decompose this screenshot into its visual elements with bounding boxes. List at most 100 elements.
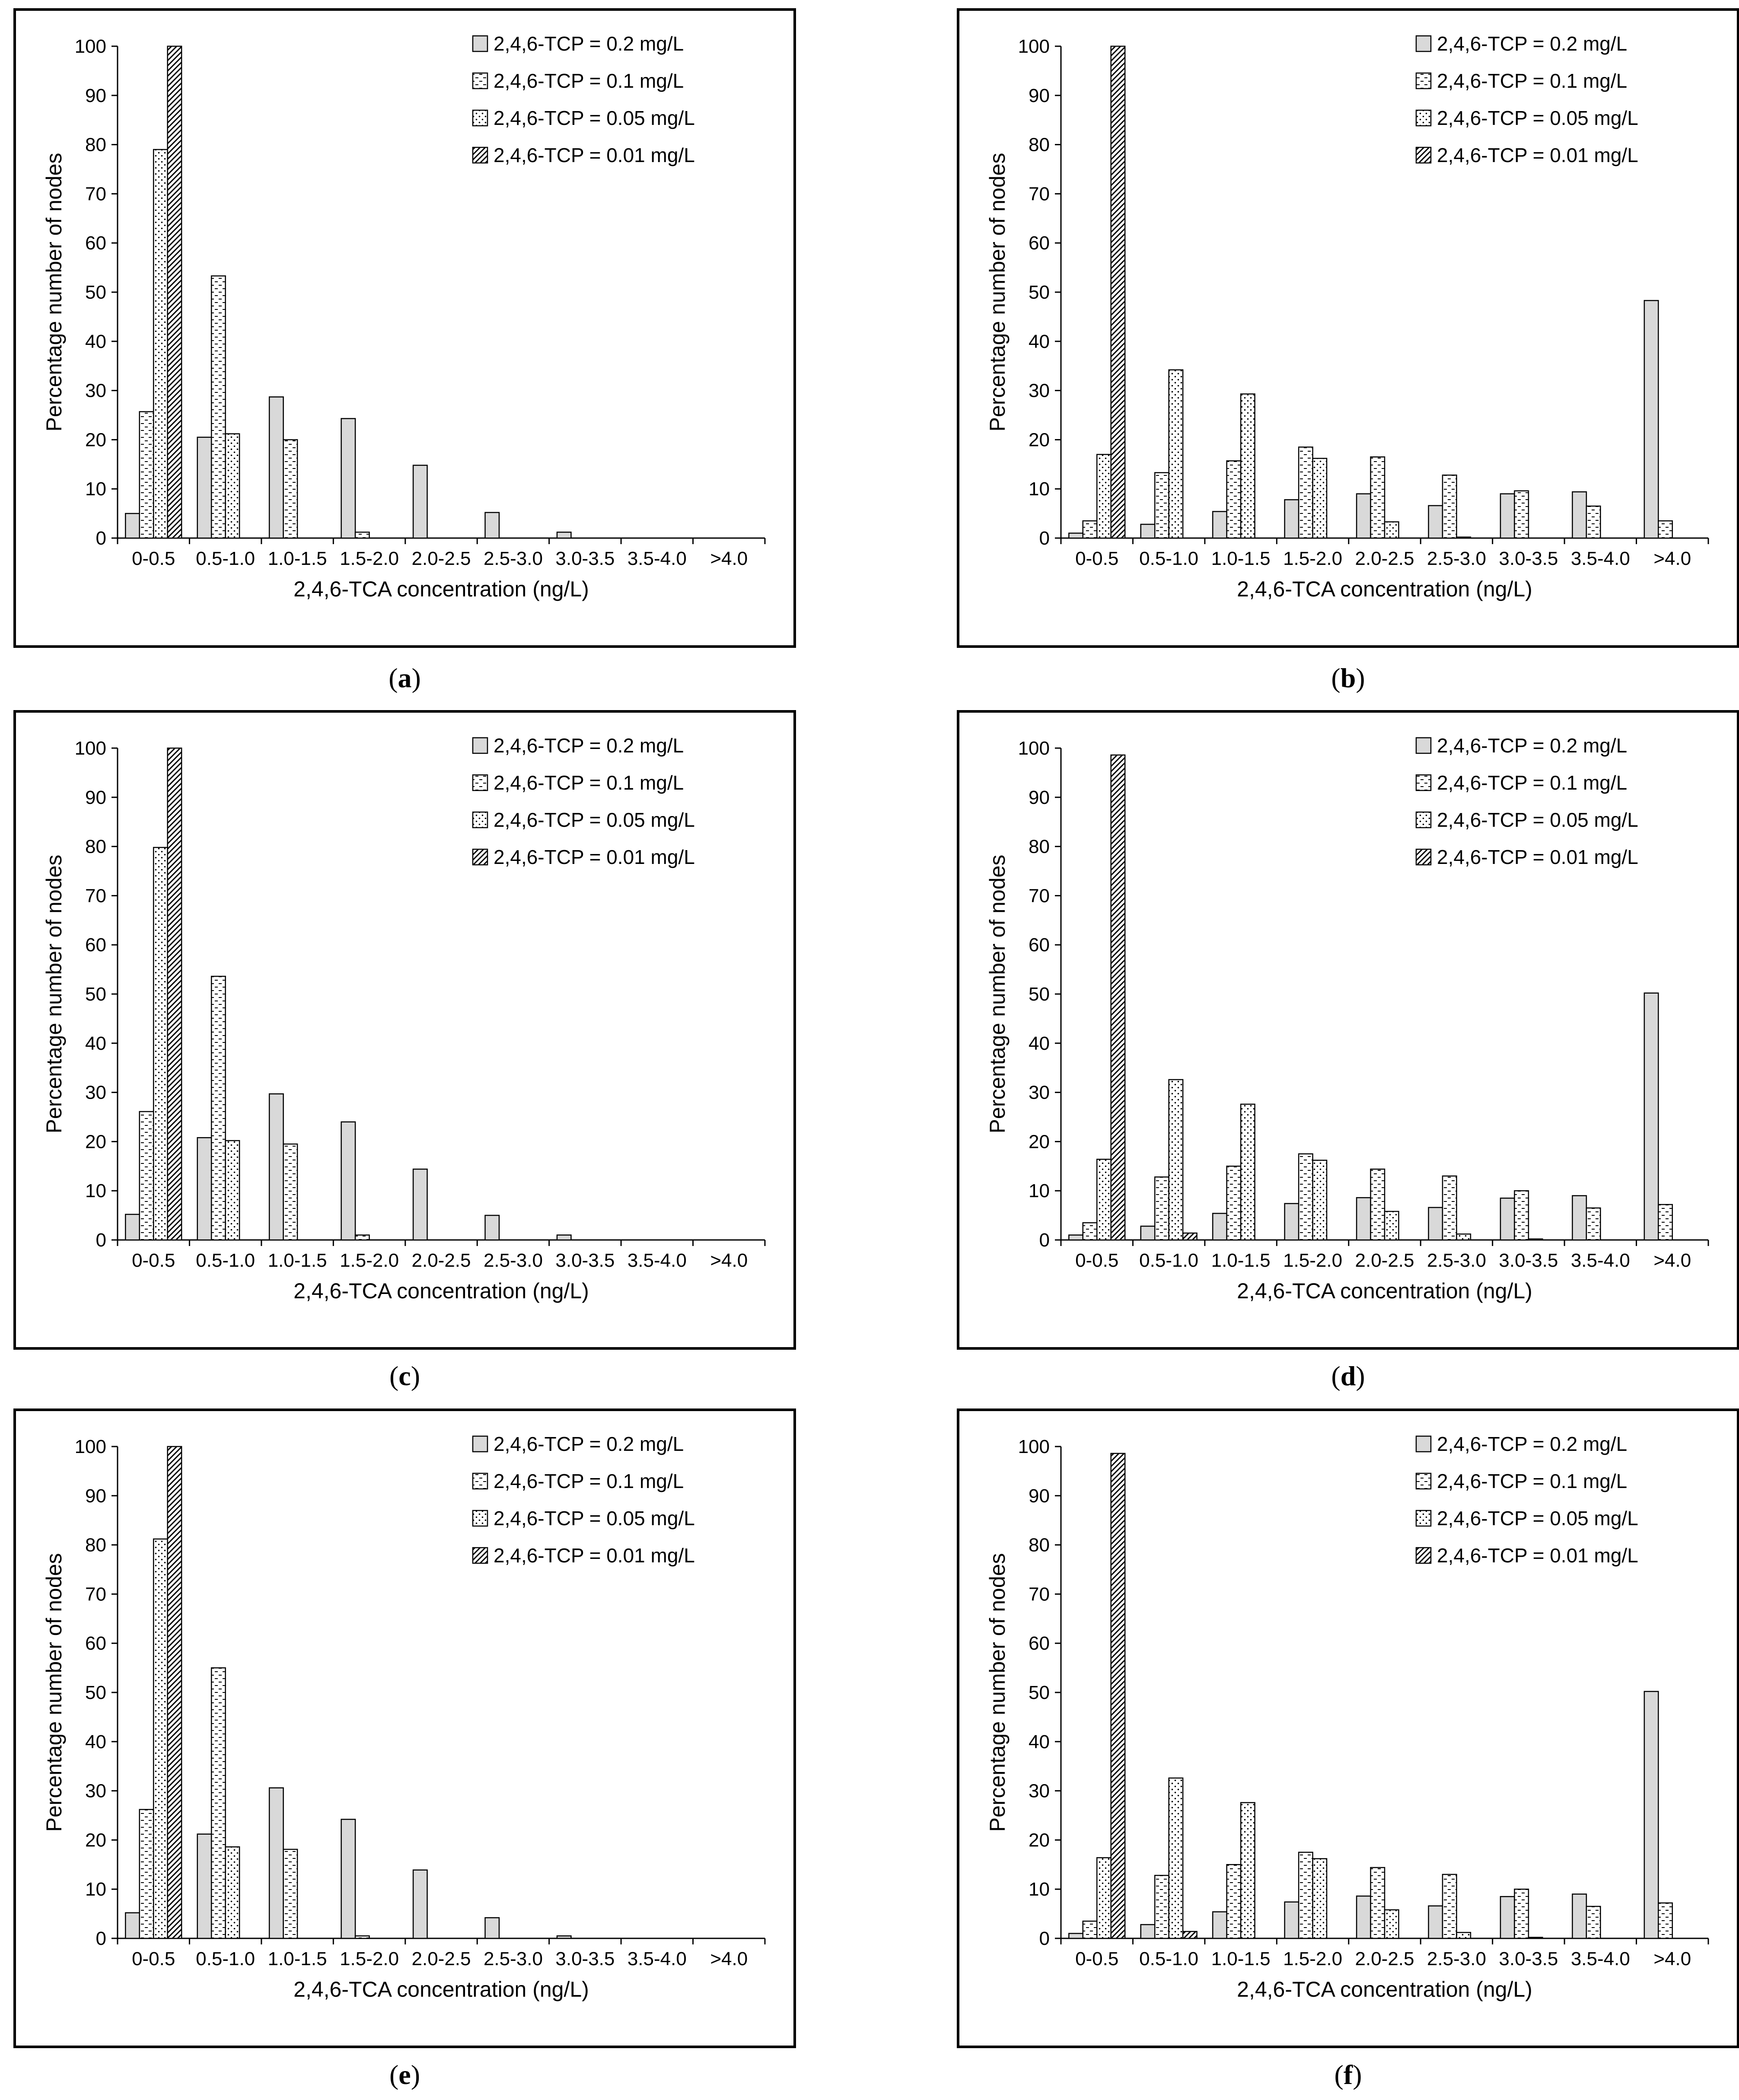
x-tick-label: >4.0 [710, 1948, 748, 1969]
x-tick-label: 0-0.5 [132, 548, 175, 569]
legend-label: 2,4,6-TCP = 0.05 mg/L [494, 809, 695, 831]
bar-f-s2-c7 [1514, 1888, 1529, 1939]
bar-d-s2-c1 [1082, 1222, 1098, 1241]
y-tick-label: 20 [1029, 429, 1050, 450]
bar-a-s4-c1 [167, 45, 182, 539]
bar-f-s1-c4 [1284, 1901, 1299, 1939]
bar-a-s2-c1 [139, 411, 154, 539]
bar-b-s2-c3 [1226, 460, 1242, 539]
y-tick-label: 80 [1029, 134, 1050, 156]
chart-panel-b: 0 10 20 30 40 50 60 70 80 90 100 0-0.5 0.5-1.0 1.0-1.… [957, 8, 1739, 648]
bar-f-s2-c5 [1370, 1867, 1385, 1939]
legend: 2,4,6-TCP = 0.2 mg/L 2,4,6-TCP = 0.1 mg/L… [472, 32, 695, 166]
y-tick-label: 30 [1029, 380, 1050, 402]
bar-f-s1-c5 [1356, 1895, 1371, 1939]
y-axis-title: Percentage number of nodes [42, 153, 66, 432]
legend-swatch [472, 1547, 488, 1564]
bar-d-s3-c2 [1168, 1079, 1184, 1241]
legend-label: 2,4,6-TCP = 0.2 mg/L [1437, 32, 1627, 55]
y-axis-title: Percentage number of nodes [42, 1553, 66, 1832]
legend-swatch [472, 35, 488, 52]
y-tick-label: 30 [1029, 1781, 1050, 1802]
y-tick-label: 60 [1029, 1633, 1050, 1654]
legend-swatch [1415, 774, 1432, 791]
chart-panel-e: 0 10 20 30 40 50 60 70 80 90 100 0-0.5 0.5-1.0 1.0-1.… [13, 1408, 796, 2048]
y-tick-label: 60 [85, 233, 106, 254]
bar-b-s3-c5 [1384, 521, 1399, 539]
panel-caption: (c) [389, 1361, 420, 1391]
chart-panel-a: 0 10 20 30 40 50 60 70 80 90 100 0-0.5 0.5-1.0 1.0-1.… [13, 8, 796, 648]
bar-d-s2-c2 [1154, 1176, 1169, 1241]
legend-swatch [472, 109, 488, 127]
bar-b-s2-c1 [1082, 520, 1098, 539]
x-tick-label: 3.0-3.5 [555, 1250, 615, 1271]
x-axis-title: 2,4,6-TCA concentration (ng/L) [1237, 1977, 1532, 2001]
x-tick-label: >4.0 [710, 1250, 748, 1271]
x-axis-title: 2,4,6-TCA concentration (ng/L) [293, 577, 589, 601]
x-tick-label: 0.5-1.0 [196, 1948, 255, 1969]
legend-swatch [1415, 811, 1432, 829]
legend-label: 2,4,6-TCP = 0.1 mg/L [494, 1470, 684, 1492]
x-tick-label: 1.0-1.5 [268, 1948, 327, 1969]
legend-swatch [1415, 109, 1432, 127]
y-tick-label: 40 [1029, 1731, 1050, 1753]
x-tick-label: 3.5-4.0 [627, 1948, 687, 1969]
y-tick-label: 100 [1018, 36, 1050, 57]
legend-label: 2,4,6-TCP = 0.1 mg/L [494, 771, 684, 794]
x-tick-label: 3.5-4.0 [1571, 548, 1630, 569]
bar-a-s1-c4 [341, 418, 356, 539]
y-tick-label: 50 [85, 984, 106, 1005]
x-tick-label: >4.0 [1653, 548, 1691, 569]
y-tick-label: 10 [85, 1180, 106, 1201]
bar-d-s2-c4 [1298, 1153, 1313, 1241]
y-tick-label: 0 [1039, 1230, 1050, 1251]
x-tick-label: 3.0-3.5 [555, 1948, 615, 1969]
bar-b-s1-c4 [1284, 499, 1299, 539]
x-tick-label: 2.5-3.0 [1427, 1948, 1486, 1969]
x-tick-label: 0-0.5 [132, 1250, 175, 1271]
x-tick-label: 0-0.5 [1075, 1948, 1118, 1969]
bar-d-s2-c3 [1226, 1166, 1242, 1241]
x-tick-label: 0.5-1.0 [1139, 1250, 1198, 1271]
x-axis-title: 2,4,6-TCA concentration (ng/L) [293, 1279, 589, 1303]
x-tick-label: 0.5-1.0 [196, 548, 255, 569]
bar-c-s1-c5 [412, 1168, 428, 1241]
y-tick-label: 100 [75, 738, 106, 759]
y-tick-label: 0 [96, 1230, 106, 1251]
y-axis-title: Percentage number of nodes [985, 153, 1010, 432]
bar-f-s2-c6 [1442, 1874, 1457, 1939]
bar-b-s2-c7 [1514, 490, 1529, 539]
y-tick-label: 90 [1029, 85, 1050, 106]
legend-label: 2,4,6-TCP = 0.01 mg/L [494, 846, 695, 868]
y-tick-label: 50 [1029, 1682, 1050, 1703]
legend-swatch [472, 848, 488, 866]
legend-label: 2,4,6-TCP = 0.2 mg/L [1437, 734, 1627, 757]
bar-b-s1-c2 [1140, 523, 1156, 539]
y-tick-label: 0 [1039, 1928, 1050, 1949]
bar-d-s1-c3 [1212, 1213, 1227, 1241]
y-tick-label: 0 [96, 528, 106, 549]
bar-a-s1-c1 [125, 513, 140, 539]
x-axis-title: 2,4,6-TCA concentration (ng/L) [293, 1977, 589, 2001]
bar-e-s3-c1 [153, 1538, 168, 1939]
y-tick-label: 60 [85, 934, 106, 956]
legend-swatch [1415, 737, 1432, 754]
bar-a-s3-c2 [225, 433, 240, 539]
y-tick-label: 70 [1029, 1584, 1050, 1605]
bar-e-s2-c3 [283, 1848, 298, 1939]
bar-f-s2-c1 [1082, 1920, 1098, 1939]
x-tick-label: 2.5-3.0 [484, 1948, 543, 1969]
y-tick-label: 40 [85, 331, 106, 352]
legend-swatch [472, 1472, 488, 1490]
bar-d-s1-c7 [1500, 1198, 1515, 1241]
bar-d-s2-c8 [1586, 1207, 1601, 1241]
bar-f-s1-c9 [1643, 1691, 1659, 1939]
bar-c-s1-c7 [556, 1234, 572, 1241]
bar-a-s3-c1 [153, 149, 168, 539]
legend-label: 2,4,6-TCP = 0.01 mg/L [494, 1544, 695, 1567]
bar-d-s1-c5 [1356, 1197, 1371, 1241]
bar-e-s1-c7 [556, 1935, 572, 1939]
bar-f-s4-c2 [1182, 1931, 1198, 1939]
bar-f-s1-c6 [1428, 1905, 1443, 1939]
bar-d-s2-c5 [1370, 1168, 1385, 1241]
